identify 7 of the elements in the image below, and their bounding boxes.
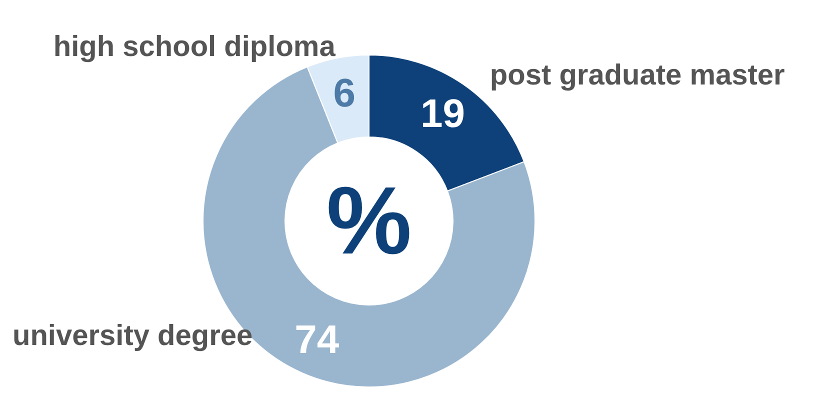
- slice-label: post graduate master: [490, 59, 785, 92]
- data-label: 74: [294, 318, 340, 362]
- slice-label: university degree: [12, 320, 253, 352]
- data-label: 6: [333, 71, 356, 116]
- data-label: 19: [420, 92, 465, 136]
- text: %: [326, 168, 412, 274]
- slice-label: high school diploma: [53, 31, 336, 64]
